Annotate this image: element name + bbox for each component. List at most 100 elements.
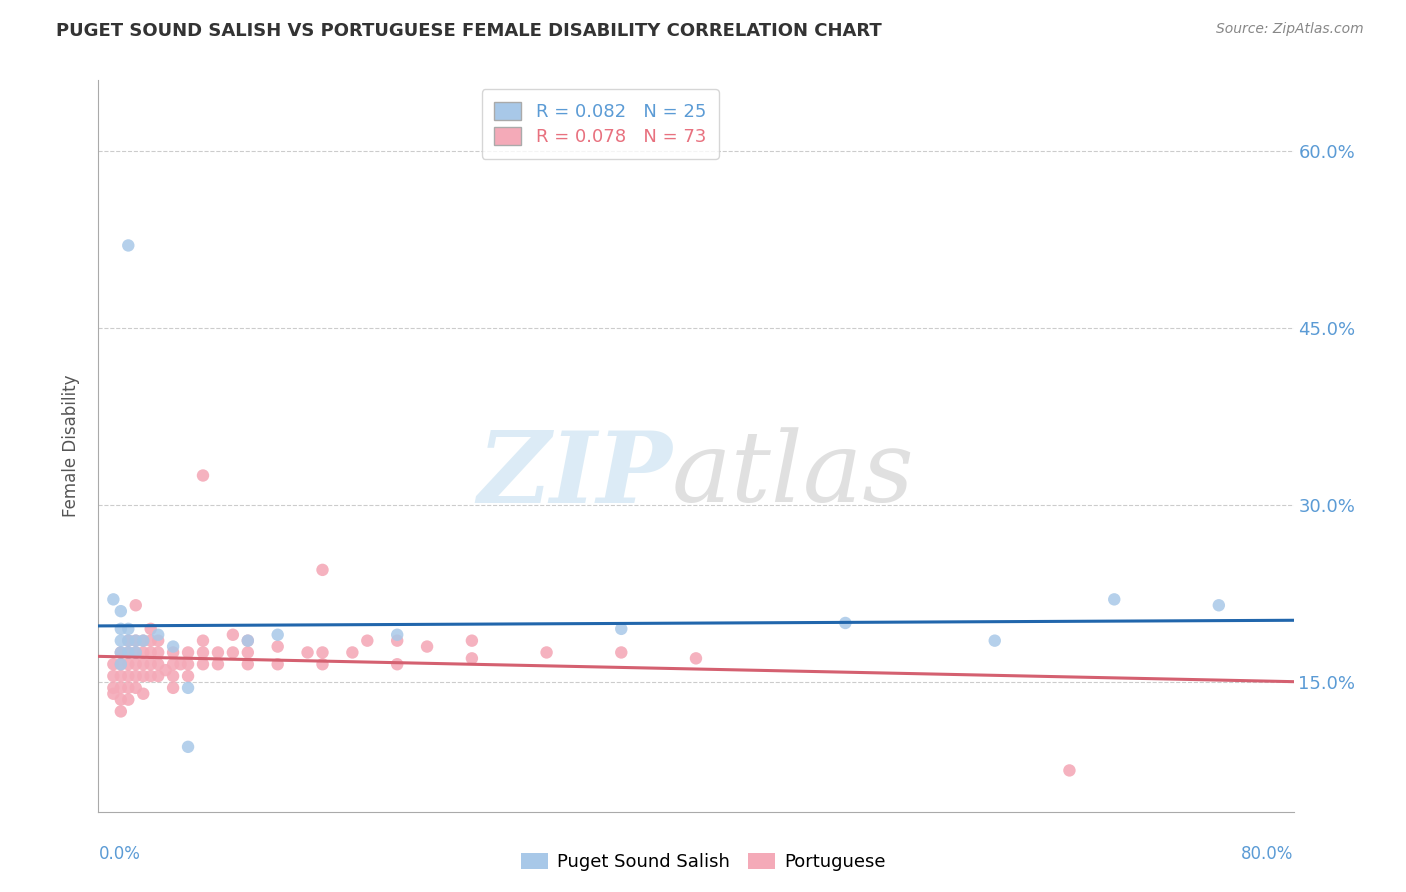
Point xyxy=(385,633,409,648)
Point xyxy=(416,640,439,654)
Point xyxy=(311,563,333,577)
Point xyxy=(139,633,162,648)
Point xyxy=(385,628,409,642)
Point xyxy=(125,645,148,659)
Point xyxy=(117,657,139,672)
Point xyxy=(191,657,214,672)
Point xyxy=(222,628,245,642)
Point xyxy=(356,633,378,648)
Point xyxy=(177,657,200,672)
Point xyxy=(834,615,856,630)
Point xyxy=(1104,592,1126,607)
Point xyxy=(103,669,125,683)
Point xyxy=(132,645,155,659)
Point xyxy=(177,739,200,754)
Point xyxy=(110,681,132,695)
Point xyxy=(103,657,125,672)
Point xyxy=(984,633,1007,648)
Point xyxy=(125,657,148,672)
Point xyxy=(132,657,155,672)
Point xyxy=(110,669,132,683)
Point xyxy=(461,633,484,648)
Point xyxy=(110,645,132,659)
Point xyxy=(117,633,139,648)
Point xyxy=(222,645,245,659)
Point xyxy=(148,669,170,683)
Point xyxy=(110,692,132,706)
Text: 80.0%: 80.0% xyxy=(1241,845,1294,863)
Point xyxy=(148,633,170,648)
Point xyxy=(162,640,184,654)
Point xyxy=(610,622,633,636)
Point xyxy=(110,657,132,672)
Point xyxy=(267,657,290,672)
Text: 0.0%: 0.0% xyxy=(98,845,141,863)
Point xyxy=(117,692,139,706)
Point xyxy=(103,681,125,695)
Point xyxy=(103,687,125,701)
Point xyxy=(148,657,170,672)
Point xyxy=(103,592,125,607)
Point xyxy=(139,657,162,672)
Point xyxy=(125,669,148,683)
Point xyxy=(236,657,259,672)
Point xyxy=(125,633,148,648)
Point xyxy=(110,705,132,719)
Point xyxy=(117,645,139,659)
Point xyxy=(311,657,333,672)
Point xyxy=(110,657,132,672)
Point xyxy=(177,645,200,659)
Point xyxy=(139,669,162,683)
Point xyxy=(162,657,184,672)
Point xyxy=(177,669,200,683)
Point xyxy=(132,633,155,648)
Point xyxy=(297,645,319,659)
Point xyxy=(155,663,177,677)
Point xyxy=(110,604,132,618)
Y-axis label: Female Disability: Female Disability xyxy=(62,375,80,517)
Point xyxy=(110,622,132,636)
Point xyxy=(536,645,558,659)
Point xyxy=(169,657,191,672)
Legend: Puget Sound Salish, Portuguese: Puget Sound Salish, Portuguese xyxy=(513,846,893,879)
Point xyxy=(1059,764,1081,778)
Point xyxy=(207,657,229,672)
Point xyxy=(148,645,170,659)
Point xyxy=(162,669,184,683)
Point xyxy=(177,681,200,695)
Point xyxy=(191,633,214,648)
Point xyxy=(1208,599,1230,613)
Point xyxy=(385,657,409,672)
Point xyxy=(132,687,155,701)
Point xyxy=(267,640,290,654)
Point xyxy=(191,645,214,659)
Text: Source: ZipAtlas.com: Source: ZipAtlas.com xyxy=(1216,22,1364,37)
Point xyxy=(461,651,484,665)
Point xyxy=(110,633,132,648)
Point xyxy=(125,633,148,648)
Point xyxy=(125,645,148,659)
Point xyxy=(139,622,162,636)
Point xyxy=(162,645,184,659)
Text: ZIP: ZIP xyxy=(477,427,672,524)
Point xyxy=(342,645,364,659)
Point xyxy=(162,681,184,695)
Point xyxy=(236,645,259,659)
Point xyxy=(110,645,132,659)
Point xyxy=(132,633,155,648)
Point xyxy=(132,669,155,683)
Point xyxy=(311,645,333,659)
Point xyxy=(191,468,214,483)
Point xyxy=(125,599,148,613)
Point xyxy=(207,645,229,659)
Point xyxy=(117,681,139,695)
Point xyxy=(610,645,633,659)
Point xyxy=(117,238,139,252)
Point xyxy=(139,645,162,659)
Point xyxy=(117,645,139,659)
Point xyxy=(267,628,290,642)
Text: PUGET SOUND SALISH VS PORTUGUESE FEMALE DISABILITY CORRELATION CHART: PUGET SOUND SALISH VS PORTUGUESE FEMALE … xyxy=(56,22,882,40)
Point xyxy=(117,669,139,683)
Text: atlas: atlas xyxy=(672,427,915,523)
Legend: R = 0.082   N = 25, R = 0.078   N = 73: R = 0.082 N = 25, R = 0.078 N = 73 xyxy=(482,89,718,159)
